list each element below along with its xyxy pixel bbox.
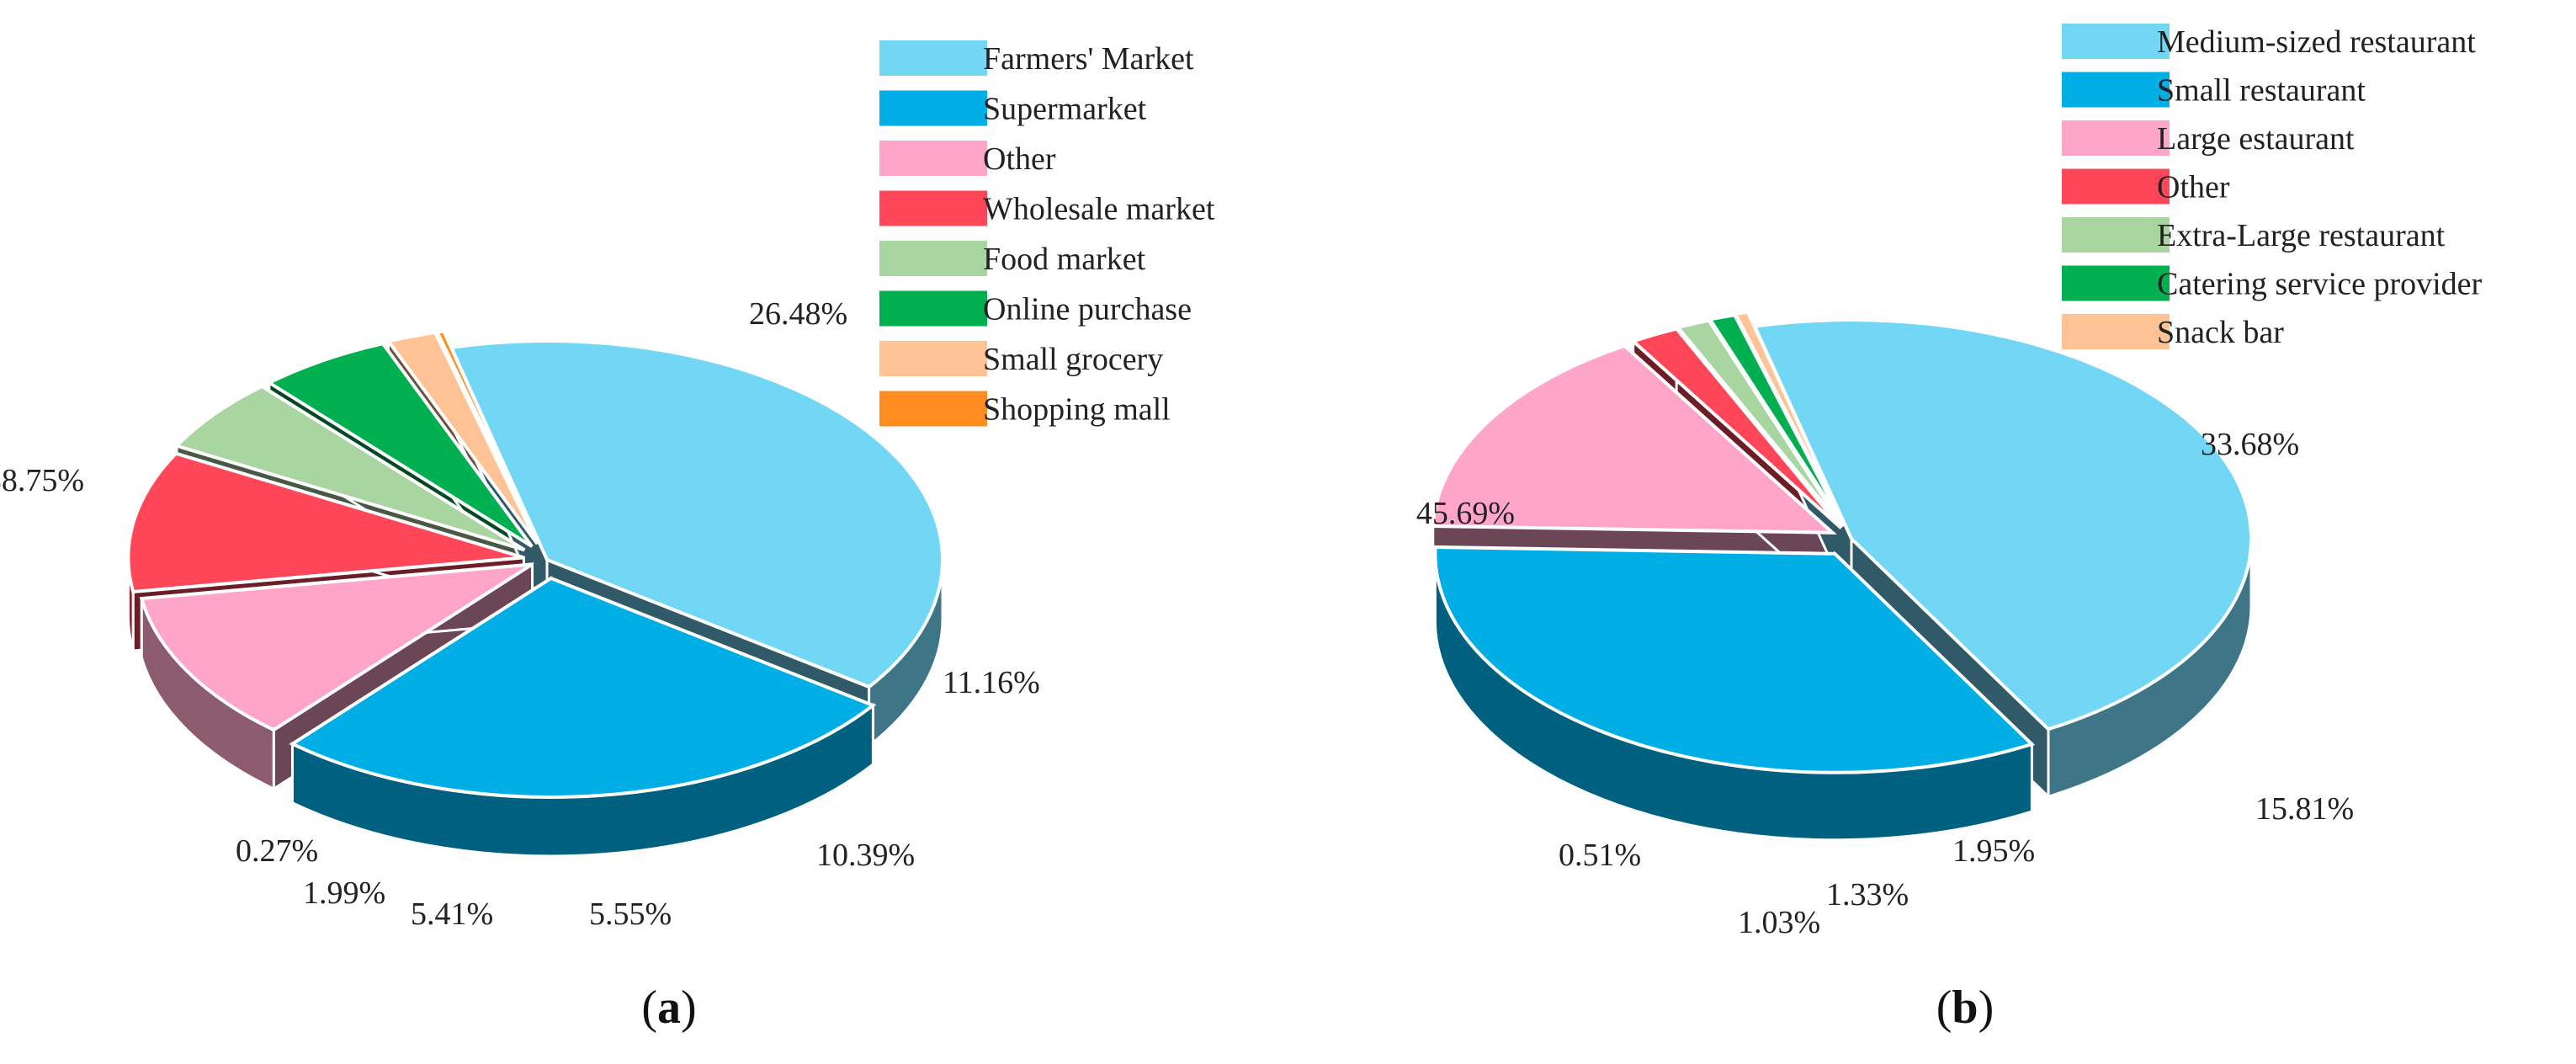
legend-a: Farmers' Market Supermarket Other Wholesale… xyxy=(879,40,1215,428)
data-label-medium-sized-restaurant: 45.69% xyxy=(1416,496,1515,531)
slice-food-market xyxy=(173,384,526,552)
legend-label-wholesale-market: Wholesale market xyxy=(983,192,1215,227)
data-label-extra-large-restaurant: 1.33% xyxy=(1826,877,1909,912)
legend-b: Medium-sized restaurant Small restaurant L… xyxy=(2062,24,2483,350)
slice-online-purchase xyxy=(265,341,534,548)
legend-label-shopping-mall: Shopping mall xyxy=(983,392,1171,428)
legend-label-large-estaurant: Large estaurant xyxy=(2157,121,2355,157)
pie-chart-a: 38.75% 26.48% 11.16% 10.39% 5.55% 5.41% 1.99% 0… xyxy=(0,40,1215,1034)
data-label-wholesale-market: 10.39% xyxy=(816,838,915,873)
legend-label-food-market: Food market xyxy=(983,242,1146,277)
legend-label-snack-bar: Snack bar xyxy=(2157,315,2284,350)
slice-small-restaurant xyxy=(1433,545,2036,774)
legend-label-other: Other xyxy=(983,141,1056,177)
slice-other xyxy=(1629,327,1843,529)
slice-farmers-market xyxy=(449,339,944,689)
legend-swatch-wholesale-market xyxy=(879,190,987,226)
legend-swatch-other xyxy=(2062,168,2170,205)
legend-label-other: Other xyxy=(2157,170,2230,205)
data-label-food-market: 5.55% xyxy=(589,896,672,932)
slice-wholesale-market xyxy=(126,451,524,594)
legend-swatch-catering-service-provider xyxy=(2062,265,2170,301)
data-label-large-estaurant: 15.81% xyxy=(2255,791,2354,827)
slice-medium-sized-restaurant xyxy=(1752,318,2254,732)
panel-letter-a: a xyxy=(657,982,681,1034)
slice-small-grocery xyxy=(385,330,539,545)
legend-swatch-shopping-mall xyxy=(879,391,987,427)
data-label-online-purchase: 5.41% xyxy=(411,896,493,932)
legend-swatch-extra-large-restaurant xyxy=(2062,217,2170,253)
data-label-supermarket: 26.48% xyxy=(749,296,847,332)
legend-swatch-supermarket xyxy=(879,90,987,126)
slice-shopping-mall xyxy=(434,329,541,545)
legend-label-supermarket: Supermarket xyxy=(983,92,1147,127)
data-label-catering-service-provider: 1.03% xyxy=(1738,905,1820,940)
legend-swatch-small-restaurant xyxy=(2062,72,2170,108)
slice-supermarket xyxy=(289,576,877,799)
legend-label-small-restaurant: Small restaurant xyxy=(2157,73,2366,109)
legend-swatch-medium-sized-restaurant xyxy=(2062,24,2170,59)
panel-caption-b: (b) xyxy=(1936,982,1994,1034)
legend-label-online-purchase: Online purchase xyxy=(983,292,1192,327)
data-label-other: 1.95% xyxy=(1952,833,2035,869)
data-label-snack-bar: 0.51% xyxy=(1559,838,1641,873)
data-label-farmers-market: 38.75% xyxy=(0,463,84,498)
legend-swatch-farmers-market xyxy=(879,40,987,76)
slice-other xyxy=(139,562,534,732)
legend-swatch-online-purchase xyxy=(879,290,987,327)
data-label-other: 11.16% xyxy=(943,665,1040,700)
pie-chart-b: 45.69% 33.68% 15.81% 1.95% 1.33%1.03% 0.51% Me… xyxy=(1416,24,2483,1034)
legend-label-farmers-market: Farmers' Market xyxy=(983,41,1194,77)
panel-letter-b: b xyxy=(1952,982,1978,1034)
legend-swatch-snack-bar xyxy=(2062,314,2170,349)
legend-swatch-other xyxy=(879,141,987,176)
data-label-shopping-mall: 0.27% xyxy=(236,833,318,869)
legend-swatch-food-market xyxy=(879,241,987,276)
data-label-small-restaurant: 33.68% xyxy=(2201,427,2299,462)
legend-swatch-small-grocery xyxy=(879,341,987,376)
legend-swatch-large-estaurant xyxy=(2062,120,2170,156)
legend-label-small-grocery: Small grocery xyxy=(983,342,1163,377)
slice-snack-bar xyxy=(1733,310,1846,525)
panel-caption-a: (a) xyxy=(641,982,696,1034)
legend-label-extra-large-restaurant: Extra-Large restaurant xyxy=(2157,218,2446,253)
slice-large-estaurant xyxy=(1431,343,1837,535)
legend-label-catering-service-provider: Catering service provider xyxy=(2157,267,2483,302)
data-label-small-grocery: 1.99% xyxy=(303,875,385,911)
legend-label-medium-sized-restaurant: Medium-sized restaurant xyxy=(2157,24,2476,60)
